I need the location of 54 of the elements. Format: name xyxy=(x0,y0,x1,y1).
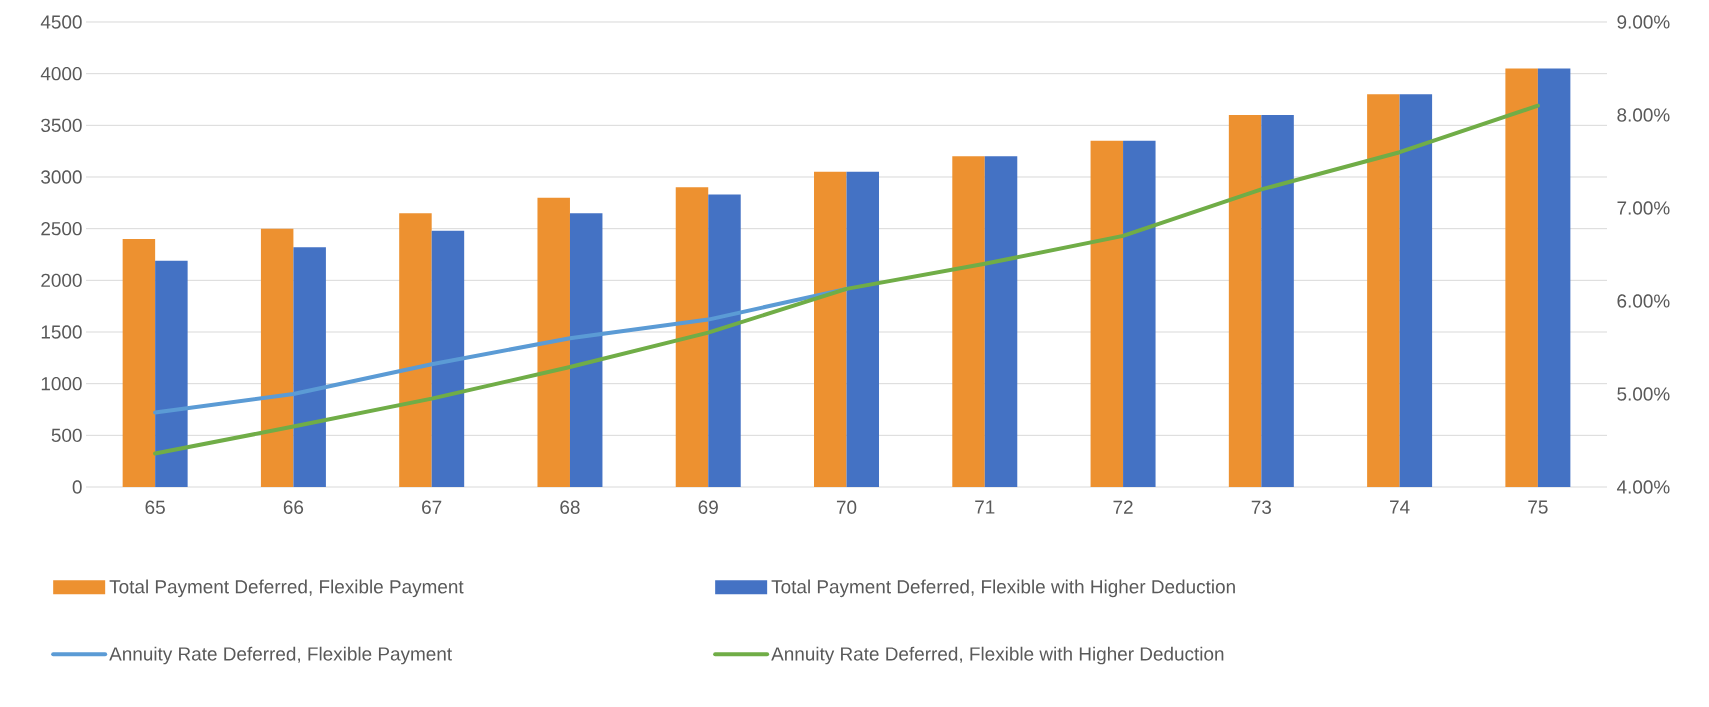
x-tick-label: 73 xyxy=(1251,500,1272,514)
y-tick-label: 4000 xyxy=(40,66,82,81)
y-tick-label: 4500 xyxy=(40,15,82,29)
bar xyxy=(537,197,570,487)
bar xyxy=(260,228,294,487)
x-tick-label: 68 xyxy=(560,500,580,514)
x-tick-label: 69 xyxy=(698,500,718,514)
x-tick-label: 65 xyxy=(145,500,165,514)
y-tick-label: 500 xyxy=(51,428,82,443)
bar xyxy=(675,187,709,487)
y2-tick-label: 5.00% xyxy=(1617,387,1670,401)
x-tick-label: 67 xyxy=(422,500,442,514)
x-tick-label: 70 xyxy=(836,500,857,514)
bar xyxy=(155,260,188,487)
legend-label: Total Payment Deferred, Flexible with Higher Deduction xyxy=(771,579,1235,598)
y2-tick-label: 8.00% xyxy=(1617,108,1670,122)
legend-label: Total Payment Deferred, Flexible Payment xyxy=(109,579,464,598)
bar xyxy=(569,213,603,487)
x-tick-label: 66 xyxy=(283,500,304,514)
x-tick-label: 75 xyxy=(1528,500,1548,514)
y2-tick-label: 7.00% xyxy=(1617,201,1670,215)
bar xyxy=(431,230,465,487)
x-tick-label: 72 xyxy=(1113,500,1133,514)
y2-tick-label: 9.00% xyxy=(1617,15,1670,29)
y-tick-label: 0 xyxy=(72,480,82,494)
bar xyxy=(1090,140,1124,487)
bar xyxy=(1123,140,1156,487)
legend-label: Annuity Rate Deferred, Flexible Payment xyxy=(109,646,452,665)
y-tick-label: 3500 xyxy=(41,118,82,133)
x-tick-label: 71 xyxy=(975,500,995,514)
y-tick-label: 1500 xyxy=(41,325,82,339)
line-series xyxy=(153,103,1540,456)
y2-tick-label: 6.00% xyxy=(1617,294,1670,308)
legend-label: Annuity Rate Deferred, Flexible with Higher Deduction xyxy=(771,646,1224,665)
bar xyxy=(399,213,432,487)
bar xyxy=(814,171,847,487)
bar xyxy=(952,156,985,487)
bar xyxy=(984,156,1018,487)
bar xyxy=(846,171,879,487)
y-tick-label: 1000 xyxy=(41,376,82,391)
bar xyxy=(1505,68,1538,487)
bar xyxy=(1261,115,1294,487)
bar xyxy=(708,194,741,487)
y-tick-label: 3000 xyxy=(41,170,82,184)
bar xyxy=(122,239,156,487)
bar xyxy=(1399,94,1433,487)
bar xyxy=(1367,94,1400,487)
bar xyxy=(293,247,326,487)
y-tick-label: 2500 xyxy=(41,221,82,236)
x-tick-label: 74 xyxy=(1390,500,1410,514)
y2-tick-label: 4.00% xyxy=(1616,480,1670,494)
bar xyxy=(1537,68,1571,487)
bar xyxy=(1228,115,1262,487)
y-tick-label: 2000 xyxy=(41,273,82,288)
